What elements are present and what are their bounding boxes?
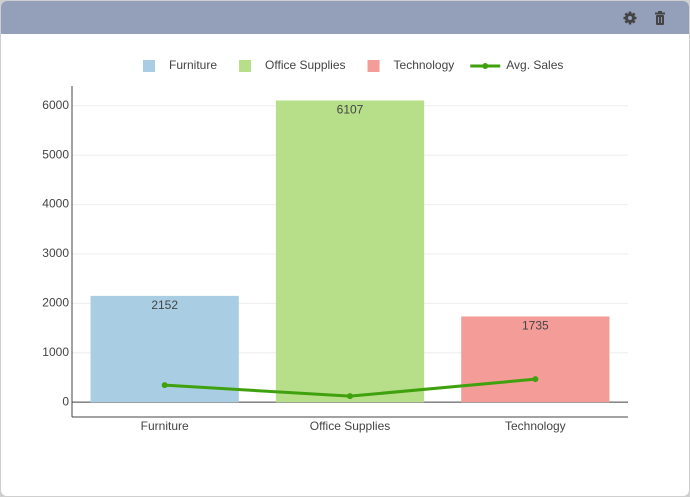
legend-swatch	[143, 60, 155, 72]
y-tick-label: 2000	[42, 296, 69, 310]
legend-swatch	[367, 60, 380, 72]
legend-swatch	[239, 60, 252, 72]
legend-label: Avg. Sales	[506, 58, 563, 72]
y-tick-label: 6000	[42, 98, 69, 112]
legend-label: Technology	[394, 58, 455, 72]
y-tick-label: 4000	[42, 197, 69, 211]
legend-point	[482, 63, 489, 69]
legend-label: Office Supplies	[265, 58, 346, 72]
bar	[461, 316, 610, 403]
delete-button[interactable]	[653, 11, 667, 25]
y-tick-label: 1000	[42, 345, 69, 359]
chart: 0 1000 2000 3000 4000 5000 6000 Furniture Office…	[42, 58, 628, 433]
x-tick-label: Technology	[505, 419, 566, 433]
data-label: 2152	[151, 298, 178, 312]
widget-header	[1, 1, 689, 34]
legend-label: Furniture	[169, 58, 217, 72]
y-tick-label: 5000	[42, 147, 69, 161]
settings-button[interactable]	[623, 11, 637, 25]
line-point	[347, 393, 353, 400]
y-tick-label: 3000	[42, 246, 69, 260]
line-point	[532, 376, 539, 383]
y-tick-label: 0	[62, 394, 69, 408]
data-label: 6107	[337, 103, 364, 117]
x-tick-label: Office Supplies	[310, 419, 391, 433]
x-tick-label: Furniture	[141, 419, 189, 433]
line-point	[161, 382, 168, 389]
bar	[275, 100, 425, 403]
data-label: 1735	[522, 319, 549, 333]
